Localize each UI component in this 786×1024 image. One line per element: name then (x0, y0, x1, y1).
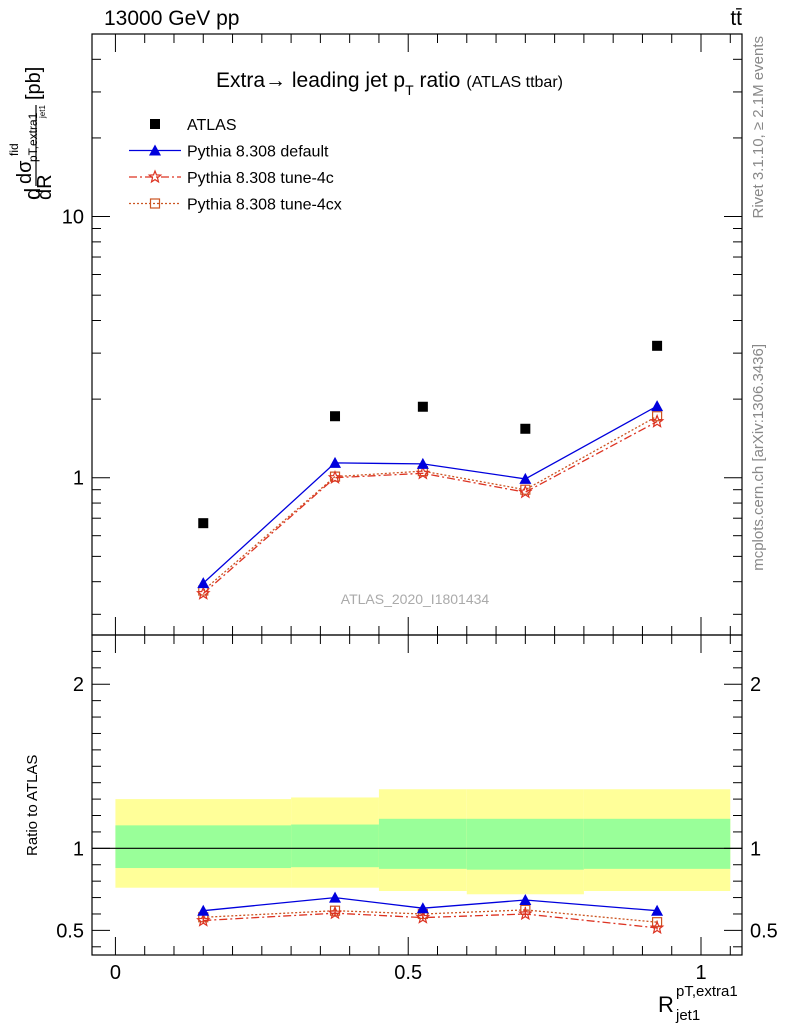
ratio-point-default (651, 904, 664, 916)
ylabel-sub: pT,extra1 (26, 112, 40, 162)
ratio-axes: 0.5 0.5 1 1 2 2 0 0.5 1 (56, 635, 778, 984)
ratio-frame (91, 634, 743, 956)
ratio-point-tune4c (327, 905, 343, 920)
ratio-ytick-label-right: 1 (750, 838, 761, 860)
ratio-line-default (203, 896, 658, 912)
ratio-bands (92, 789, 742, 895)
ratio-series-default (197, 891, 664, 916)
ratio-series (196, 891, 665, 935)
ratio-ytick-label-right: 2 (750, 674, 761, 696)
legend: ATLAS Pythia 8.308 default Pythia 8.308 tu… (129, 117, 342, 214)
point-tune4c (415, 465, 431, 480)
point-tune4c (196, 585, 211, 600)
legend-item-atlas: ATLAS (150, 117, 237, 134)
ylabel-fid: fid (7, 143, 21, 156)
ratio-ylabel: Ratio to ATLAS (24, 755, 41, 856)
ylabel-subsub: jet1 (38, 105, 47, 119)
series-tune4c (196, 413, 665, 600)
legend-label-atlas: ATLAS (187, 117, 237, 134)
ratio-point-default (519, 894, 532, 906)
series-atlas (198, 340, 663, 529)
point-atlas (330, 411, 341, 422)
series-line-tune4c (202, 421, 658, 595)
ratio-band-inner (466, 818, 584, 870)
main-series (196, 340, 665, 600)
xtick-label: 0.5 (394, 962, 422, 984)
title-rest: ratio (414, 69, 461, 92)
ratio-panel (91, 634, 743, 956)
main-ytick-label: 10 (62, 207, 84, 229)
point-tune4c (518, 484, 533, 499)
point-default (329, 456, 342, 468)
series-default (197, 400, 664, 589)
series-line-tune4cx (202, 415, 658, 591)
title-sub: T (405, 82, 414, 98)
ratio-ytick-label-left: 0.5 (56, 920, 84, 942)
ratio-band-inner (378, 818, 467, 869)
mcplots-text: mcplots.cern.ch [arXiv:1306.3436] (750, 344, 767, 571)
point-tune4c (649, 413, 665, 428)
ratio-series-tune4c (196, 905, 665, 935)
main-ytick-label: 1 (73, 468, 84, 490)
legend-marker-tune4c (147, 169, 163, 184)
ratio-ytick-label-left: 2 (73, 674, 84, 696)
point-default (651, 400, 664, 412)
xtick-label: 0 (110, 962, 121, 984)
point-default (416, 457, 429, 469)
legend-marker-atlas (150, 119, 160, 129)
title-small: (ATLAS ttbar) (466, 74, 563, 91)
xlabel-sup: pT,extra1 (676, 983, 738, 1000)
point-atlas (417, 401, 428, 412)
legend-label-default: Pythia 8.308 default (187, 144, 329, 161)
series-tune4cx (198, 411, 663, 596)
ratio-point-tune4c (518, 906, 533, 921)
ylabel-units: [pb] (23, 67, 45, 100)
analysis-watermark: ATLAS_2020_I1801434 (341, 591, 490, 607)
ratio-band-inner (583, 818, 731, 869)
legend-item-tune4cx: Pythia 8.308 tune-4cx (129, 197, 342, 214)
xlabel-sub: jet1 (675, 1007, 700, 1024)
rivet-text: Rivet 3.1.10, ≥ 2.1M events (750, 36, 767, 219)
main-ylabel: d dR dσ fid pT,extra1 jet1 [pb] (7, 67, 56, 200)
plot-title: Extra→ leading jet pT ratio (ATLAS ttbar) (216, 69, 563, 98)
xlabel-base: R (658, 992, 674, 1017)
ratio-band-inner (291, 824, 379, 868)
legend-marker-tune4cx (149, 198, 161, 209)
legend-item-default: Pythia 8.308 default (129, 144, 329, 161)
legend-marker-default (149, 144, 161, 156)
legend-item-tune4c: Pythia 8.308 tune-4c (129, 169, 334, 187)
ratio-series-tune4cx (198, 904, 663, 928)
ratio-band-inner (115, 825, 292, 869)
ylabel-d: d (20, 188, 45, 200)
title-main: Extra→ leading jet p (216, 69, 405, 92)
ratio-ytick-label-left: 1 (73, 838, 84, 860)
ratio-point-tune4c (415, 909, 431, 924)
main-axes: 1 10 (62, 33, 742, 635)
header-process: tt̄ (730, 7, 742, 30)
point-atlas (520, 423, 531, 434)
ratio-point-default (329, 891, 342, 903)
header-energy: 13000 GeV pp (104, 7, 239, 30)
ratio-line-tune4c (203, 912, 658, 929)
ratio-point-tune4c (196, 912, 211, 927)
legend-label-tune4c: Pythia 8.308 tune-4c (187, 170, 334, 187)
series-line-default (202, 405, 658, 584)
ratio-ytick-label-right: 0.5 (750, 920, 778, 942)
point-default (197, 577, 210, 589)
point-atlas (652, 340, 663, 351)
ylabel-denom: dR (34, 174, 56, 200)
xtick-label: 1 (695, 962, 706, 984)
point-tune4cx (651, 411, 663, 422)
ratio-point-default (416, 902, 429, 914)
xlabel: R pT,extra1 jet1 (658, 983, 738, 1024)
ratio-point-default (197, 904, 210, 916)
point-atlas (198, 518, 209, 529)
ylabel-sigma: dσ (14, 160, 36, 184)
point-default (519, 472, 532, 484)
ratio-point-tune4c (649, 920, 665, 935)
point-tune4c (327, 470, 343, 484)
legend-label-tune4cx: Pythia 8.308 tune-4cx (187, 197, 342, 214)
